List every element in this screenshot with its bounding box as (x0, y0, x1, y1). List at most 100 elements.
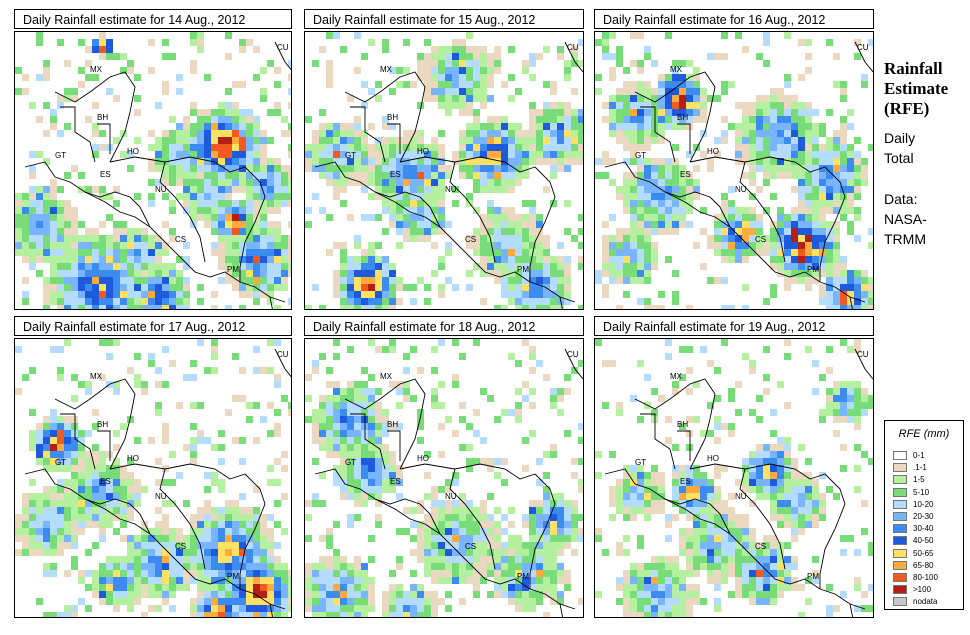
rain-cell (714, 416, 721, 423)
rain-cell (550, 298, 557, 305)
rain-cell (218, 144, 225, 151)
rain-cell (36, 458, 43, 465)
rain-cell (340, 256, 347, 263)
rain-cell (487, 242, 494, 249)
rain-cell (225, 242, 232, 249)
rain-cell (651, 577, 658, 584)
rain-cell (473, 123, 480, 130)
rain-cell (826, 186, 833, 193)
rain-cell (812, 172, 819, 179)
rain-cell (361, 256, 368, 263)
rain-cell (637, 256, 644, 263)
rain-cell (578, 479, 583, 486)
rain-cell (651, 109, 658, 116)
rain-cell (868, 605, 873, 612)
rain-cell (805, 263, 812, 270)
rain-cell (557, 109, 564, 116)
rain-cell (595, 172, 602, 179)
rain-cell (71, 165, 78, 172)
rain-cell (319, 430, 326, 437)
rain-cell (410, 144, 417, 151)
rain-cell (375, 158, 382, 165)
rain-cell (812, 388, 819, 395)
rain-cell (197, 200, 204, 207)
rain-cell (106, 256, 113, 263)
rain-cell (833, 81, 840, 88)
legend-label: 65-80 (913, 560, 934, 570)
rain-cell (770, 235, 777, 242)
rain-cell (763, 60, 770, 67)
rain-cell (833, 151, 840, 158)
rain-cell (854, 39, 861, 46)
rain-cell (403, 179, 410, 186)
rain-cell (288, 409, 291, 416)
rain-cell (522, 60, 529, 67)
rain-cell (515, 577, 522, 584)
rain-cell (557, 570, 564, 577)
rain-cell (43, 67, 50, 74)
rain-cell (805, 249, 812, 256)
rain-cell (550, 81, 557, 88)
rain-cell (190, 137, 197, 144)
rain-cell (791, 186, 798, 193)
rain-cell (763, 249, 770, 256)
rain-cell (840, 158, 847, 165)
rain-cell (183, 144, 190, 151)
rain-cell (798, 137, 805, 144)
rain-cell (616, 46, 623, 53)
rain-cell (396, 151, 403, 158)
rain-cell (487, 256, 494, 263)
country-label: NU (445, 492, 457, 501)
rain-cell (232, 130, 239, 137)
rain-cell (305, 374, 312, 381)
rain-cell (22, 374, 29, 381)
rain-cell (211, 353, 218, 360)
rain-cell (693, 67, 700, 74)
rain-cell (623, 95, 630, 102)
rain-cell (85, 486, 92, 493)
rain-cell (354, 430, 361, 437)
rain-cell (438, 53, 445, 60)
rain-cell (92, 249, 99, 256)
rain-cell (106, 339, 113, 346)
rain-cell (232, 242, 239, 249)
rain-cell (347, 137, 354, 144)
rain-cell (651, 249, 658, 256)
rain-cell (253, 116, 260, 123)
rain-cell (854, 270, 861, 277)
rain-cell (92, 570, 99, 577)
rain-cell (148, 67, 155, 74)
rain-cell (424, 186, 431, 193)
rain-cell (326, 130, 333, 137)
rain-cell (162, 514, 169, 521)
rain-cell (868, 584, 873, 591)
rain-cell (536, 130, 543, 137)
rain-cell (672, 179, 679, 186)
rain-cell (71, 305, 78, 309)
rain-cell (417, 542, 424, 549)
rain-cell (127, 570, 134, 577)
rain-cell (29, 409, 36, 416)
rain-cell (64, 249, 71, 256)
rain-cell (253, 200, 260, 207)
rain-cell (183, 556, 190, 563)
rain-cell (106, 53, 113, 60)
rain-cell (784, 151, 791, 158)
rain-cell (686, 598, 693, 605)
rain-cell (501, 137, 508, 144)
rain-cell (686, 172, 693, 179)
rain-cell (361, 486, 368, 493)
rain-cell (700, 556, 707, 563)
rain-cell (396, 598, 403, 605)
rain-cell (78, 451, 85, 458)
rain-cell (57, 367, 64, 374)
rain-cell (826, 346, 833, 353)
rain-cell (623, 605, 630, 612)
rain-cell (274, 284, 281, 291)
rain-cell (784, 465, 791, 472)
rain-cell (288, 242, 291, 249)
rain-cell (211, 472, 218, 479)
rain-cell (113, 291, 120, 298)
rain-cell (57, 39, 64, 46)
